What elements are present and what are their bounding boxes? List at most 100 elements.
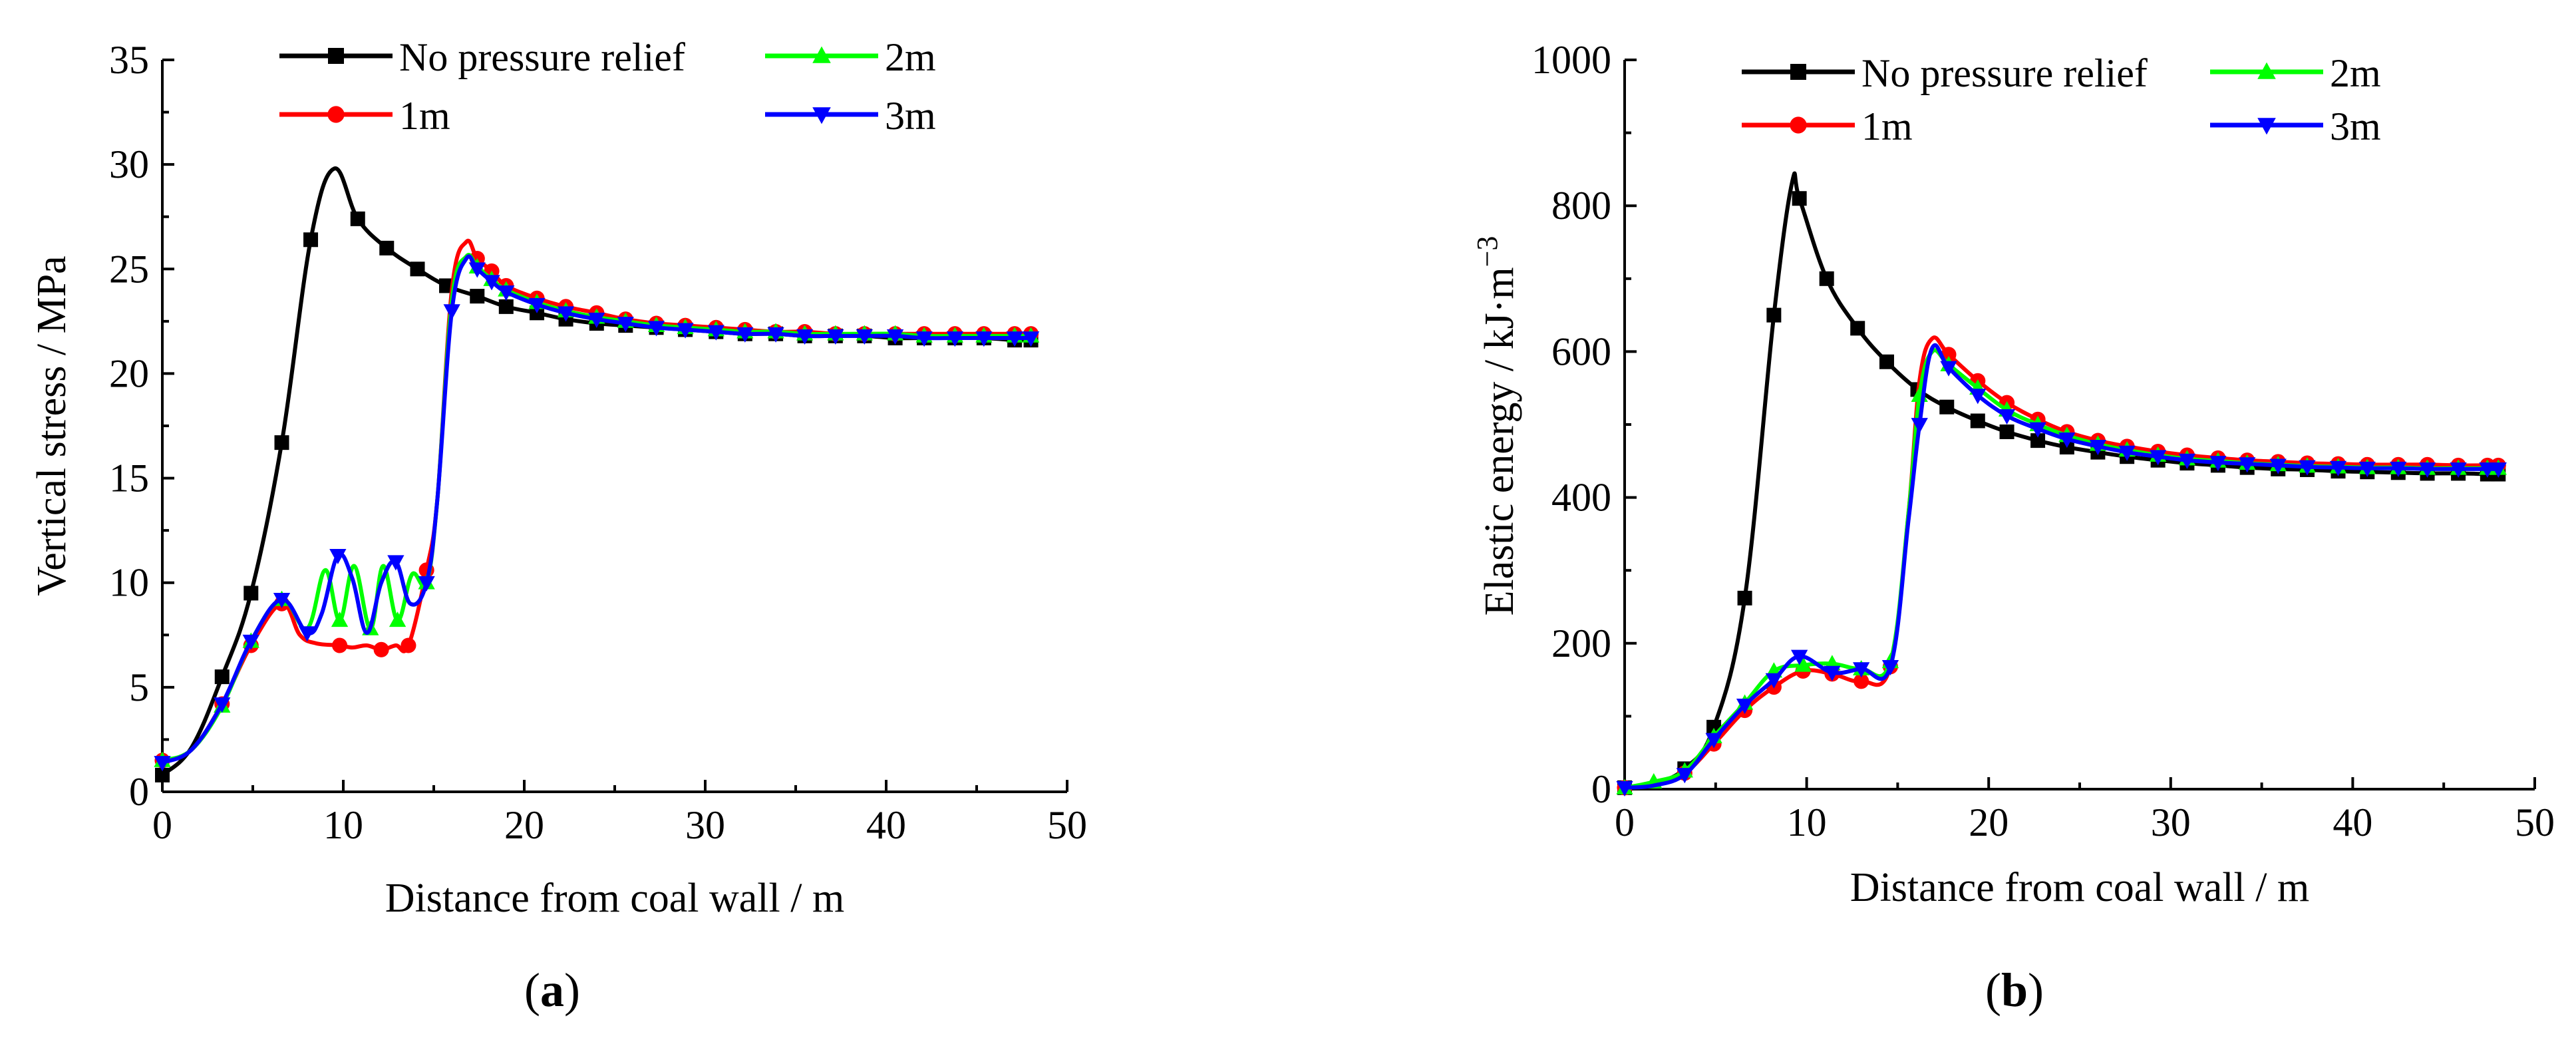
data-point — [2479, 462, 2496, 478]
data-point — [274, 435, 289, 450]
data-point — [243, 586, 259, 601]
data-point — [468, 262, 486, 278]
x-axis-title: Distance from coal wall / m — [1850, 865, 2309, 910]
series-no-pressure-relief — [155, 166, 1039, 782]
series-group — [1616, 171, 2507, 797]
data-point — [2418, 462, 2436, 478]
legend-label: 1m — [1861, 104, 1913, 148]
data-point — [975, 331, 993, 347]
legend-marker — [812, 46, 831, 63]
data-point — [1999, 424, 2014, 439]
legend-item: 2m — [765, 35, 936, 79]
x-tick-label: 40 — [2333, 800, 2372, 844]
legend-item: 1m — [279, 94, 450, 138]
data-point — [350, 211, 365, 226]
legend-label: 3m — [885, 94, 936, 138]
data-point — [1824, 665, 1841, 681]
data-point — [1737, 590, 1752, 606]
data-point — [1022, 331, 1040, 347]
data-point — [886, 329, 904, 345]
y-axis-title-text: Elastic energy / kJ·m — [1477, 267, 1522, 615]
data-point — [736, 327, 754, 343]
data-point — [2118, 445, 2136, 461]
data-point — [827, 329, 844, 345]
data-point — [273, 592, 291, 609]
series-2m — [154, 253, 1040, 767]
series-line — [1623, 343, 2501, 790]
legend-marker — [2257, 62, 2276, 79]
data-point — [2299, 460, 2316, 476]
x-tick-label: 10 — [323, 803, 363, 847]
legend-label: No pressure relief — [399, 35, 685, 79]
axis-ticks: 0 10 20 30 40 50 0 5 10 15 20 25 30 35 — [109, 38, 1087, 847]
data-point — [1616, 781, 1633, 797]
data-point — [401, 637, 416, 653]
legend-item: No pressure relief — [1742, 51, 2148, 95]
x-tick-label: 20 — [1969, 800, 2009, 844]
data-point — [2089, 439, 2107, 456]
data-point — [557, 306, 575, 322]
data-point — [1911, 418, 1928, 434]
data-point — [1850, 321, 1865, 336]
series-line — [160, 166, 1033, 777]
data-point — [1792, 191, 1807, 206]
data-point — [242, 634, 259, 650]
data-point — [2030, 433, 2046, 448]
data-point — [2450, 462, 2467, 478]
data-point — [1676, 768, 1693, 784]
data-point — [1853, 673, 1869, 689]
data-point — [2058, 433, 2076, 448]
data-point — [303, 232, 319, 248]
data-point — [329, 548, 347, 565]
data-point — [483, 275, 500, 291]
y-tick-label: 600 — [1551, 329, 1611, 373]
series-group — [154, 166, 1040, 782]
axis-ticks: 0 10 20 30 40 50 0 200 400 600 800 1000 — [1531, 38, 2555, 844]
data-point — [331, 611, 349, 627]
y-tick-label: 25 — [109, 247, 149, 291]
legend-label: 2m — [2330, 51, 2381, 95]
y-tick-label: 20 — [109, 351, 149, 395]
data-point — [1819, 271, 1834, 286]
x-tick-label: 30 — [2151, 800, 2191, 844]
data-point — [647, 321, 665, 337]
x-tick-label: 50 — [2515, 800, 2555, 844]
legend-item: No pressure relief — [279, 35, 685, 79]
y-axis-title-superscript: −3 — [1471, 236, 1504, 267]
y-tick-label: 0 — [129, 770, 149, 814]
legend-item: 1m — [1742, 104, 1913, 148]
chart-panel-b: 0 10 20 30 40 50 0 200 400 600 800 1000 Distance fr… — [1471, 38, 2555, 1017]
legend-label: No pressure relief — [1861, 51, 2148, 95]
data-point — [2269, 458, 2287, 474]
legend-item: 2m — [2210, 51, 2381, 95]
data-point — [1998, 409, 2016, 425]
data-point — [1969, 389, 1987, 405]
data-point — [915, 331, 933, 347]
data-point — [2239, 457, 2256, 473]
data-point — [470, 289, 485, 304]
data-point — [154, 756, 171, 772]
y-tick-label: 15 — [109, 456, 149, 500]
y-tick-label: 200 — [1551, 621, 1611, 665]
series-line — [1623, 335, 2501, 790]
y-tick-label: 5 — [129, 665, 149, 709]
legend-marker — [2257, 118, 2276, 135]
x-tick-label: 20 — [504, 803, 544, 847]
y-tick-label: 30 — [109, 142, 149, 186]
data-point — [2178, 453, 2196, 469]
data-point — [528, 297, 546, 313]
data-point — [410, 261, 425, 277]
data-point — [418, 576, 435, 592]
data-point — [856, 329, 874, 345]
y-tick-label: 10 — [109, 561, 149, 605]
legend-marker — [812, 107, 831, 124]
data-point — [707, 325, 724, 341]
data-point — [1736, 699, 1754, 715]
data-point — [298, 626, 316, 642]
y-tick-label: 0 — [1591, 767, 1611, 811]
legend-marker — [328, 48, 344, 64]
x-axis-title: Distance from coal wall / m — [385, 876, 844, 921]
legend-label: 3m — [2330, 104, 2381, 148]
data-point — [1766, 307, 1782, 323]
data-point — [2149, 450, 2167, 466]
